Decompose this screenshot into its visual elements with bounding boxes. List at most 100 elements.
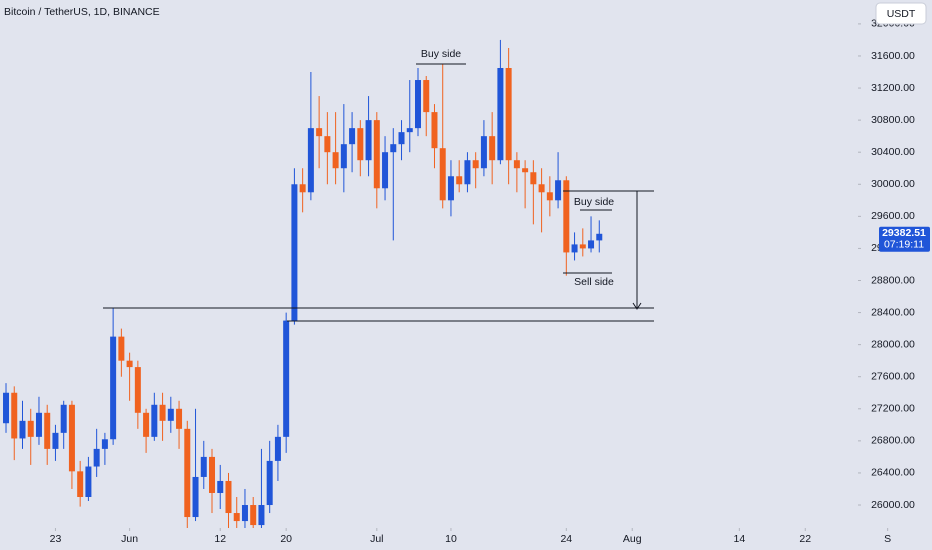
y-tick-label: 31200.00 <box>871 82 915 94</box>
candle-body <box>27 420 34 437</box>
y-tick-label: 26000.00 <box>871 499 915 511</box>
candle-body <box>456 176 463 185</box>
time-axis <box>0 528 932 550</box>
candle-body <box>316 128 323 137</box>
candle-body <box>258 505 265 526</box>
candle-body <box>423 80 430 113</box>
candle-body <box>3 392 10 424</box>
candle-body <box>77 471 84 497</box>
candle-body <box>497 67 504 161</box>
x-tick-label: Jul <box>370 533 383 545</box>
y-tick-label: 30000.00 <box>871 178 915 190</box>
currency-label[interactable]: USDT <box>887 8 916 20</box>
candle-body <box>382 152 389 189</box>
annotation: Buy side <box>574 196 614 208</box>
candle-body <box>373 120 380 189</box>
candle-body <box>365 120 372 161</box>
y-tick-label: 27200.00 <box>871 403 915 415</box>
x-tick-label: 12 <box>214 533 226 545</box>
candle-body <box>538 184 545 193</box>
candle-body <box>118 336 125 361</box>
candle-body <box>489 136 496 161</box>
candle-body <box>167 408 174 421</box>
y-tick-label: 26800.00 <box>871 435 915 447</box>
candle-body <box>241 505 248 522</box>
last-price-box <box>879 226 930 252</box>
candle-body <box>513 160 520 169</box>
candle-body <box>266 460 273 506</box>
candle-body <box>151 404 158 437</box>
price-axis <box>858 0 932 550</box>
candle-body <box>596 233 603 241</box>
candle-body <box>217 480 224 493</box>
candle-body <box>159 404 166 421</box>
annotation: Buy side <box>421 48 461 60</box>
candle-body <box>250 505 257 526</box>
candle-body <box>505 67 512 161</box>
chart-title: Bitcoin / TetherUS, 1D, BINANCE <box>4 6 160 18</box>
candle-body <box>546 192 553 201</box>
candle-body <box>340 144 347 169</box>
candle-body <box>60 404 67 433</box>
candle-body <box>68 404 75 472</box>
y-tick-label: 26400.00 <box>871 467 915 479</box>
x-tick-label: 10 <box>445 533 457 545</box>
candle-body <box>571 244 578 253</box>
x-tick-label: 20 <box>280 533 292 545</box>
y-tick-label: 28000.00 <box>871 338 915 350</box>
candle-body <box>555 180 562 201</box>
candle-body <box>19 420 26 439</box>
candle-body <box>192 476 199 518</box>
x-tick-label: S <box>884 533 891 545</box>
candle-body <box>44 412 51 449</box>
candle-body <box>233 513 240 522</box>
y-tick-label: 30400.00 <box>871 146 915 158</box>
candle-body <box>274 436 281 461</box>
countdown: 07:19:11 <box>884 239 924 251</box>
candle-body <box>200 456 207 477</box>
candle-body <box>439 148 446 201</box>
candle-body <box>35 412 42 437</box>
candle-body <box>52 432 59 449</box>
y-tick-label: 28800.00 <box>871 274 915 286</box>
y-tick-label: 29600.00 <box>871 210 915 222</box>
candle-body <box>563 180 570 253</box>
candle-body <box>299 184 306 193</box>
annotation: Sell side <box>574 276 614 288</box>
currency-button[interactable] <box>875 2 927 25</box>
last-price-label: 29382.51 <box>882 227 926 239</box>
candle-body <box>209 456 216 493</box>
candle-body <box>134 367 141 413</box>
candle-body <box>101 439 108 449</box>
candle-body <box>11 392 18 439</box>
candle-body <box>390 144 397 153</box>
drawings <box>103 63 654 322</box>
candle-body <box>283 320 290 437</box>
candle-body <box>143 412 150 437</box>
candle-body <box>522 168 529 173</box>
candle-body <box>332 152 339 169</box>
candle-body <box>406 128 413 133</box>
candle-body <box>415 80 421 129</box>
y-tick-label: 28400.00 <box>871 306 915 318</box>
x-tick-label: 22 <box>799 533 811 545</box>
candle-body <box>324 136 331 153</box>
x-tick-label: Jun <box>121 533 138 545</box>
candle-body <box>398 132 405 145</box>
candle-body <box>184 428 191 518</box>
candle-body <box>357 128 364 161</box>
candle-body <box>126 360 133 368</box>
candle-body <box>431 112 438 149</box>
x-tick-label: 23 <box>50 533 62 545</box>
candle-body <box>110 336 117 440</box>
arrow-head <box>632 302 642 310</box>
candle-body <box>464 160 471 185</box>
y-tick-label: 30800.00 <box>871 114 915 126</box>
x-tick-label: 24 <box>560 533 572 545</box>
candle-body <box>530 172 537 185</box>
y-tick-label: 31600.00 <box>871 50 915 62</box>
candle-body <box>447 176 454 201</box>
